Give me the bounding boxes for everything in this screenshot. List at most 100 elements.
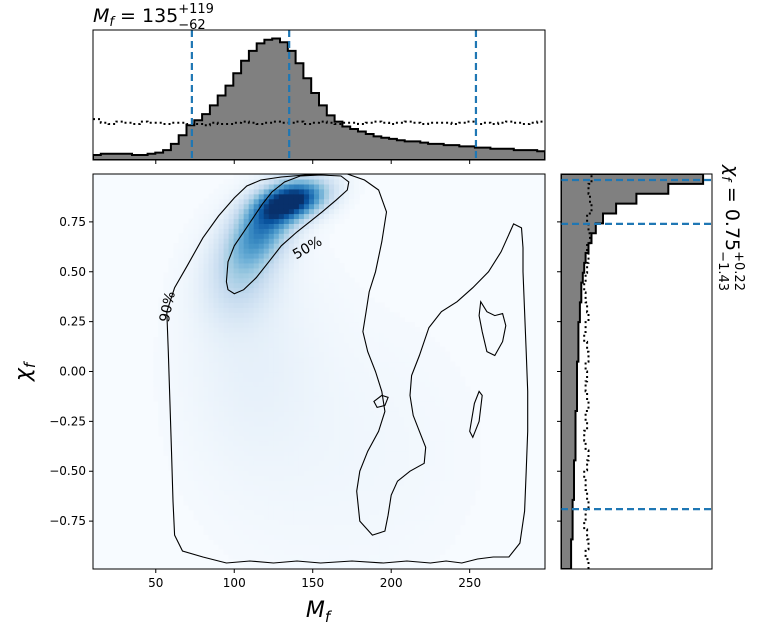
density-cell: [213, 519, 220, 526]
density-cell: [218, 504, 225, 511]
density-cell: [374, 371, 380, 378]
density-cell: [268, 564, 275, 569]
density-cell: [404, 356, 410, 363]
density-cell: [414, 406, 421, 412]
density-cell: [439, 381, 446, 387]
density-cell: [178, 460, 184, 466]
density-cell: [319, 519, 325, 526]
density-cell: [414, 490, 421, 496]
density-cell: [253, 174, 260, 180]
density-cell: [303, 208, 310, 215]
density-cell: [444, 430, 451, 437]
density-cell: [424, 490, 431, 496]
density-cell: [203, 272, 210, 279]
density-cell: [339, 494, 345, 501]
density-cell: [268, 529, 275, 536]
density-cell: [293, 312, 300, 318]
y-tick-label: 0.25: [59, 315, 86, 329]
density-cell: [188, 341, 195, 348]
density-cell: [469, 470, 476, 476]
density-cell: [283, 302, 290, 308]
density-cell: [158, 356, 164, 363]
density-cell: [419, 341, 426, 348]
density-cell: [339, 218, 345, 224]
density-cell: [288, 174, 295, 180]
density-cell: [308, 317, 315, 323]
density-cell: [233, 223, 240, 229]
density-cell: [349, 376, 355, 382]
density-cell: [364, 332, 370, 338]
density-cell: [319, 262, 325, 269]
density-cell: [288, 440, 295, 447]
density-cell: [313, 272, 320, 279]
density-cell: [379, 386, 385, 392]
density-cell: [439, 425, 446, 432]
density-cell: [424, 435, 431, 442]
density-cell: [223, 307, 230, 313]
density-cell: [469, 396, 476, 402]
density-cell: [319, 317, 325, 323]
density-cell: [364, 376, 370, 382]
density-cell: [319, 406, 325, 412]
density-cell: [268, 559, 275, 565]
density-cell: [278, 332, 285, 338]
density-cell: [349, 480, 355, 486]
density-cell: [424, 420, 431, 427]
density-cell: [233, 257, 240, 264]
density-cell: [313, 371, 320, 378]
density-cell: [288, 494, 295, 501]
density-cell: [218, 346, 225, 353]
density-cell: [313, 455, 320, 461]
density-cell: [248, 233, 255, 239]
density-cell: [278, 238, 285, 244]
density-cell: [313, 174, 320, 180]
density-cell: [434, 356, 441, 363]
density-cell: [208, 307, 215, 313]
density-cell: [228, 376, 235, 382]
density-cell: [253, 193, 260, 200]
density-cell: [198, 519, 205, 526]
density-cell: [218, 524, 225, 531]
density-cell: [444, 386, 451, 392]
density-cell: [384, 411, 390, 417]
density-cell: [319, 198, 325, 205]
density-cell: [369, 430, 375, 437]
density-cell: [329, 529, 335, 536]
density-cell: [319, 218, 325, 224]
y-axis-title: χf: [11, 360, 39, 382]
density-cell: [354, 514, 360, 521]
density-cell: [329, 208, 335, 215]
density-cell: [263, 351, 270, 358]
density-cell: [293, 346, 300, 353]
density-cell: [253, 218, 260, 224]
density-cell: [429, 504, 436, 511]
density-cell: [349, 406, 355, 412]
density-cell: [424, 564, 431, 569]
density-cell: [459, 440, 466, 447]
density-cell: [203, 440, 210, 447]
density-cell: [359, 514, 365, 521]
density-cell: [218, 243, 225, 249]
density-cell: [203, 292, 210, 299]
density-cell: [243, 450, 250, 457]
density-cell: [248, 223, 255, 229]
density-cell: [293, 287, 300, 294]
density-cell: [208, 208, 215, 215]
density-cell: [188, 504, 195, 511]
density-cell: [228, 470, 235, 476]
density-cell: [449, 386, 456, 392]
density-cell: [329, 465, 335, 471]
density-cell: [248, 292, 255, 299]
density-cell: [228, 391, 235, 397]
density-cell: [273, 223, 280, 229]
density-cell: [183, 228, 190, 234]
density-cell: [409, 519, 416, 526]
density-cell: [218, 267, 225, 274]
density-cell: [228, 336, 235, 343]
density-cell: [253, 470, 260, 476]
density-cell: [278, 435, 285, 442]
density-cell: [349, 509, 355, 516]
density-cell: [213, 411, 220, 417]
density-cell: [278, 480, 285, 486]
density-cell: [253, 282, 260, 289]
